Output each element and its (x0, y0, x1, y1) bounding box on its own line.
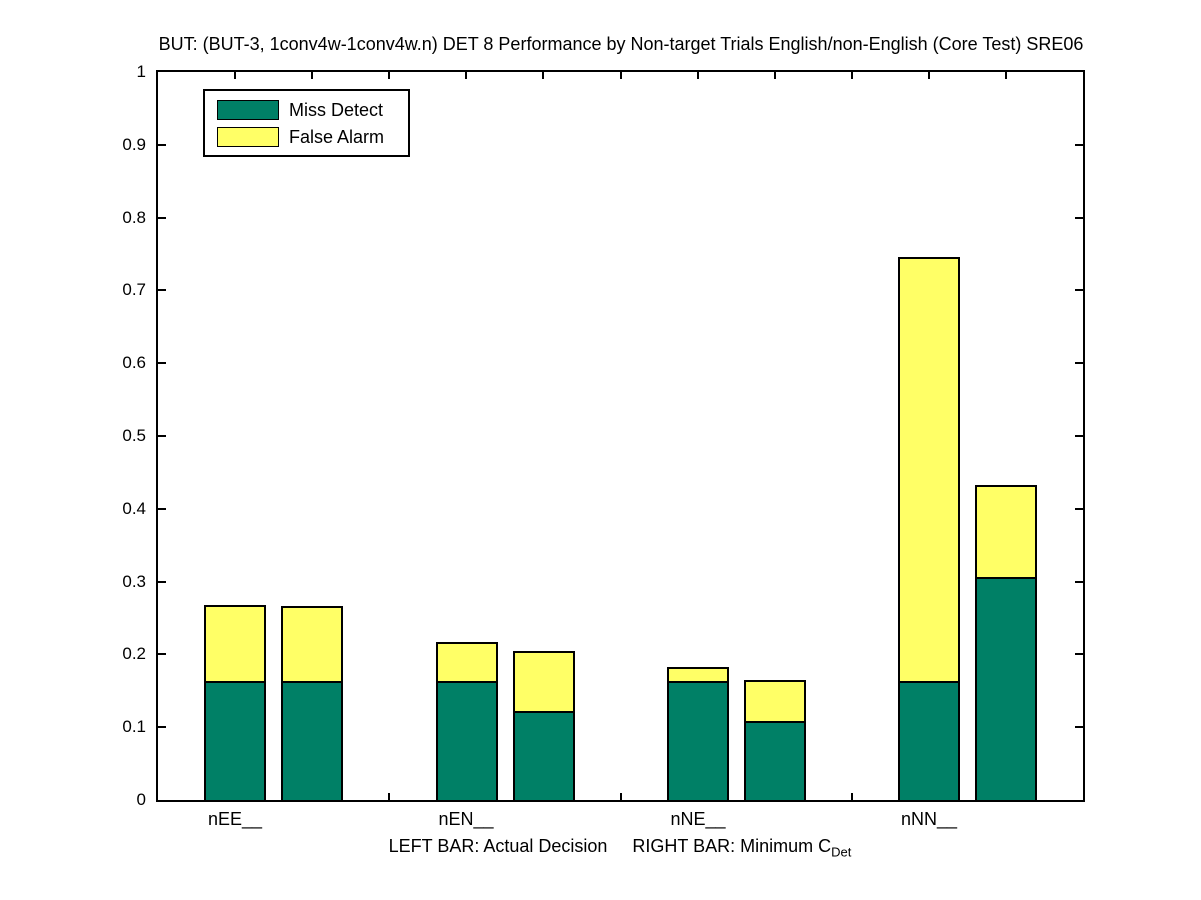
x-tick-top (774, 72, 776, 79)
bar-segment-false-alarm-right-nNN (975, 485, 1037, 579)
bar-segment-miss-detect-left-nEE (204, 681, 266, 802)
x-tick-top (1005, 72, 1007, 79)
y-tick-right (1075, 508, 1083, 510)
y-tick-right (1075, 435, 1083, 437)
x-tick-top (311, 72, 313, 79)
y-tick-label: 0.1 (122, 717, 146, 736)
x-tick-label: nEE__ (207, 809, 263, 829)
x-tick-bottom (851, 793, 853, 800)
y-tick-right (1075, 289, 1083, 291)
x-axis-label-subscript: Det (831, 844, 852, 860)
y-tick-left (158, 581, 166, 583)
legend-label-miss-detect: Miss Detect (289, 99, 384, 120)
x-tick-top (620, 72, 622, 79)
y-tick-left (158, 508, 166, 510)
x-tick-top (928, 72, 930, 79)
bar-segment-miss-detect-left-nEN (436, 681, 498, 802)
y-tick-label: 0.2 (122, 644, 146, 663)
legend: Miss Detect False Alarm (203, 89, 410, 157)
y-tick-right (1075, 144, 1083, 146)
x-tick-top (234, 72, 236, 79)
y-tick-left (158, 653, 166, 655)
y-tick-label: 0.6 (122, 353, 146, 372)
legend-label-false-alarm: False Alarm (289, 126, 385, 147)
y-tick-right (1075, 217, 1083, 219)
y-tick-label: 0.9 (122, 135, 146, 154)
y-tick-label: 0.8 (122, 208, 146, 227)
legend-entry-miss-detect: Miss Detect (217, 99, 408, 120)
bar-segment-miss-detect-right-nEN (513, 711, 575, 802)
legend-entry-false-alarm: False Alarm (217, 126, 408, 147)
bar-segment-miss-detect-left-nNE (667, 681, 729, 802)
y-tick-left (158, 144, 166, 146)
x-tick-top (697, 72, 699, 79)
bar-segment-miss-detect-right-nNE (744, 721, 806, 802)
bar-segment-false-alarm-right-nEN (513, 651, 575, 713)
chart-title: BUT: (BUT-3, 1conv4w-1conv4w.n) DET 8 Pe… (158, 34, 1084, 54)
x-tick-top (465, 72, 467, 79)
bar-segment-false-alarm-left-nNE (667, 667, 729, 683)
x-tick-top (542, 72, 544, 79)
y-tick-right (1075, 581, 1083, 583)
x-tick-bottom (388, 793, 390, 800)
bar-segment-miss-detect-right-nEE (281, 681, 343, 802)
bar-segment-miss-detect-right-nNN (975, 577, 1037, 802)
x-tick-label: nNE__ (670, 809, 726, 829)
y-tick-right (1075, 653, 1083, 655)
x-axis-label-text: LEFT BAR: Actual Decision RIGHT BAR: Min… (388, 836, 832, 856)
x-axis-label: LEFT BAR: Actual Decision RIGHT BAR: Min… (389, 836, 852, 860)
x-tick-label: nEN__ (438, 809, 494, 829)
x-tick-bottom (620, 793, 622, 800)
bar-segment-false-alarm-left-nEE (204, 605, 266, 683)
y-tick-left (158, 289, 166, 291)
x-tick-top (388, 72, 390, 79)
y-tick-right (1075, 726, 1083, 728)
plot-area: Miss Detect False Alarm (156, 70, 1085, 802)
y-tick-left (158, 435, 166, 437)
bar-segment-false-alarm-right-nNE (744, 680, 806, 723)
bar-segment-false-alarm-left-nEN (436, 642, 498, 683)
y-tick-left (158, 726, 166, 728)
y-tick-label: 0.4 (122, 499, 146, 518)
bar-segment-false-alarm-right-nEE (281, 606, 343, 683)
bar-segment-false-alarm-left-nNN (898, 257, 960, 683)
y-tick-label: 0.5 (122, 426, 146, 445)
y-tick-left (158, 362, 166, 364)
bar-segment-miss-detect-left-nNN (898, 681, 960, 802)
y-tick-label: 0.7 (122, 280, 146, 299)
y-tick-right (1075, 362, 1083, 364)
legend-swatch-false-alarm (217, 126, 279, 147)
y-tick-label: 1 (136, 62, 146, 81)
x-tick-top (851, 72, 853, 79)
y-tick-left (158, 217, 166, 219)
legend-swatch-miss-detect (217, 99, 279, 120)
y-tick-label: 0 (136, 790, 146, 809)
x-tick-label: nNN__ (900, 809, 958, 829)
y-tick-label: 0.3 (122, 572, 146, 591)
